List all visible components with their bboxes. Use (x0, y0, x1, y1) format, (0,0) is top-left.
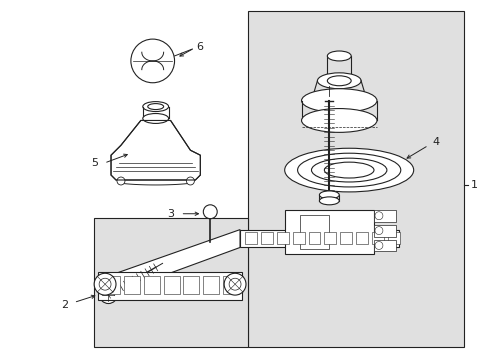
Bar (308, 231, 320, 244)
Ellipse shape (301, 89, 376, 113)
Bar (284, 210, 373, 255)
Text: 3: 3 (167, 209, 174, 219)
Ellipse shape (147, 104, 163, 109)
Circle shape (94, 273, 116, 295)
Circle shape (229, 278, 241, 290)
Text: 1: 1 (470, 180, 477, 190)
Text: 2: 2 (61, 300, 69, 310)
Ellipse shape (326, 51, 350, 61)
Ellipse shape (142, 102, 168, 112)
Ellipse shape (142, 113, 168, 123)
Bar (355, 231, 367, 244)
Circle shape (203, 205, 217, 219)
Bar (98, 272, 242, 300)
Circle shape (99, 286, 117, 303)
Bar (373, 239, 395, 251)
Bar (324, 231, 336, 244)
Bar (183, 276, 199, 294)
Bar (292, 231, 304, 244)
Bar (203, 276, 219, 294)
Ellipse shape (319, 197, 339, 205)
Ellipse shape (324, 162, 373, 178)
Bar (260, 231, 272, 244)
Circle shape (374, 212, 382, 220)
Bar (240, 230, 398, 247)
Bar (299, 215, 328, 249)
Bar (340, 231, 351, 244)
Bar (123, 276, 140, 294)
Bar (143, 276, 160, 294)
Bar (247, 11, 463, 347)
Ellipse shape (319, 191, 339, 199)
Bar (244, 231, 256, 244)
Bar (371, 231, 383, 244)
Text: 6: 6 (196, 42, 203, 52)
Text: 4: 4 (432, 137, 439, 147)
Ellipse shape (301, 109, 376, 132)
Ellipse shape (284, 148, 413, 192)
Circle shape (374, 227, 382, 235)
Bar (276, 231, 288, 244)
Polygon shape (111, 121, 200, 180)
Circle shape (131, 39, 174, 83)
Circle shape (117, 177, 124, 185)
Ellipse shape (325, 163, 372, 177)
Circle shape (99, 278, 111, 290)
Bar (223, 276, 239, 294)
Bar (387, 231, 399, 244)
Bar (373, 225, 395, 237)
Bar (104, 276, 120, 294)
Circle shape (186, 177, 194, 185)
Ellipse shape (317, 73, 360, 89)
Bar (373, 210, 395, 222)
Circle shape (224, 273, 245, 295)
Ellipse shape (326, 76, 350, 86)
Polygon shape (99, 230, 240, 299)
Ellipse shape (297, 153, 400, 187)
Bar (163, 276, 179, 294)
Circle shape (374, 242, 382, 249)
Bar (94, 218, 247, 347)
Ellipse shape (311, 158, 386, 182)
Ellipse shape (311, 92, 366, 109)
Text: 5: 5 (91, 158, 98, 168)
